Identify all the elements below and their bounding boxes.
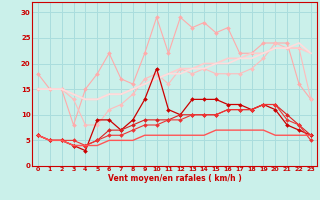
X-axis label: Vent moyen/en rafales ( km/h ): Vent moyen/en rafales ( km/h ) [108, 174, 241, 183]
